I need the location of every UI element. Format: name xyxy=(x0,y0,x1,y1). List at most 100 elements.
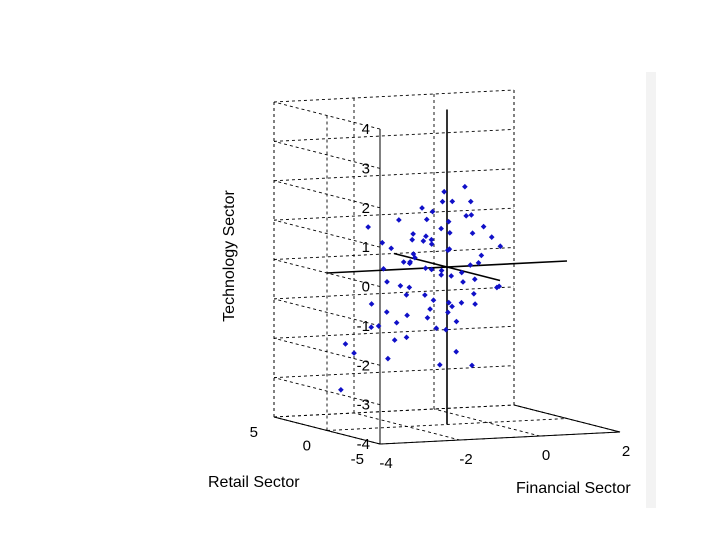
scatter-point xyxy=(403,292,410,298)
scatter-point xyxy=(365,224,371,230)
scatter-point xyxy=(441,188,447,195)
scatter-point xyxy=(412,254,418,261)
scatter-point xyxy=(410,231,416,237)
z-tick-label: 2 xyxy=(362,200,370,217)
scatter-point xyxy=(419,205,425,211)
scatter-point xyxy=(338,386,344,393)
scatter-point xyxy=(368,324,375,331)
scatter-point xyxy=(429,208,436,215)
scatter-point xyxy=(480,223,487,230)
scatter-point xyxy=(438,225,444,232)
scatter-point xyxy=(467,262,474,268)
scatter-point xyxy=(404,312,410,319)
scatter-point xyxy=(460,279,466,285)
grid-line-side-z xyxy=(273,140,381,169)
scatter-point xyxy=(469,362,475,369)
scatter-point xyxy=(397,282,404,289)
scatter-point xyxy=(406,260,413,267)
plot-border-strip xyxy=(646,72,656,508)
z-tick-label: 4 xyxy=(362,121,370,138)
grid-line-back-z xyxy=(273,168,515,182)
scatter-point xyxy=(458,269,465,276)
y-tick-label: 0 xyxy=(303,438,311,455)
scatter-point xyxy=(443,326,449,333)
grid-line-side-z xyxy=(273,377,381,406)
y-tick-label: 5 xyxy=(250,424,258,441)
grid-line-back-z xyxy=(273,365,515,379)
grid-line-back-z xyxy=(273,286,515,300)
scatter-point xyxy=(424,314,431,321)
scatter-point xyxy=(428,241,435,247)
z-tick-label: -1 xyxy=(357,318,370,335)
scatter-point xyxy=(468,212,475,218)
scatter-point xyxy=(422,292,428,298)
scatter-point xyxy=(436,361,443,368)
scatter-point xyxy=(388,245,395,252)
scatter-point xyxy=(496,283,502,290)
scatter-point xyxy=(444,247,451,254)
scatter-point xyxy=(400,259,407,265)
scatter-point xyxy=(427,306,433,312)
point-layer xyxy=(338,183,504,393)
scatter-point xyxy=(428,236,435,243)
grid-line-back-z xyxy=(273,207,515,221)
grid-line-back-z xyxy=(273,325,515,339)
scatter-point xyxy=(458,299,465,306)
scatter-point xyxy=(409,236,416,243)
grid-line-back-z xyxy=(273,128,515,142)
scatter-point xyxy=(384,278,390,285)
scatter-point xyxy=(471,290,477,297)
scatter-point xyxy=(469,230,476,237)
scatter-point xyxy=(467,198,474,205)
y-tick-label: -5 xyxy=(351,451,364,468)
scatter-point xyxy=(438,267,445,274)
x-axis-label: Financial Sector xyxy=(516,480,631,497)
scatter-point xyxy=(422,265,429,272)
x-tick-label: 0 xyxy=(542,447,550,464)
scatter-point xyxy=(423,233,429,240)
z-tick-label: -3 xyxy=(357,397,370,414)
grid-line-floor-x xyxy=(433,408,541,437)
scatter-point xyxy=(446,230,453,236)
scatter-point xyxy=(403,334,410,341)
scatter-point xyxy=(448,273,455,279)
reference-line-2 xyxy=(393,252,501,282)
z-axis-label: Technology Sector xyxy=(221,190,238,322)
scatter-point xyxy=(449,198,456,205)
scatter-point xyxy=(396,217,402,223)
scatter-point xyxy=(351,350,357,356)
scatter-point xyxy=(449,303,455,310)
z-tick-label: 1 xyxy=(362,239,370,256)
y-axis-label: Retail Sector xyxy=(208,474,300,491)
grid-line-side-z xyxy=(273,219,381,248)
box-edge-y-right xyxy=(513,404,621,433)
scatter-point xyxy=(438,272,445,278)
grid-line-floor-y xyxy=(273,404,515,418)
scatter-point xyxy=(445,218,452,225)
scatter-point xyxy=(463,212,470,219)
x-tick-label: -4 xyxy=(379,455,392,472)
scatter-point xyxy=(445,309,451,316)
scatter-point xyxy=(472,301,478,307)
scatter-point xyxy=(478,252,485,259)
scatter-point xyxy=(462,183,468,190)
axis-line-layer xyxy=(326,109,568,425)
z-tick-label: 3 xyxy=(362,160,370,177)
scatter-point xyxy=(430,297,437,304)
z-tick-label: -4 xyxy=(357,436,370,453)
z-tick-label: 0 xyxy=(362,279,370,296)
scatter-point xyxy=(453,348,460,355)
grid-line-side-z xyxy=(273,298,381,327)
scatter-point xyxy=(385,355,391,362)
scatter-point xyxy=(497,243,504,250)
scatter-point xyxy=(433,325,440,332)
x-tick-label: -2 xyxy=(459,451,472,468)
scatter-point xyxy=(445,299,452,306)
scatter-point xyxy=(375,323,382,329)
scatter-point xyxy=(471,276,478,283)
z-tick-label: -2 xyxy=(357,357,370,374)
scatter-point xyxy=(379,239,386,246)
scatter-point xyxy=(488,234,495,240)
scatter-point xyxy=(342,341,349,347)
